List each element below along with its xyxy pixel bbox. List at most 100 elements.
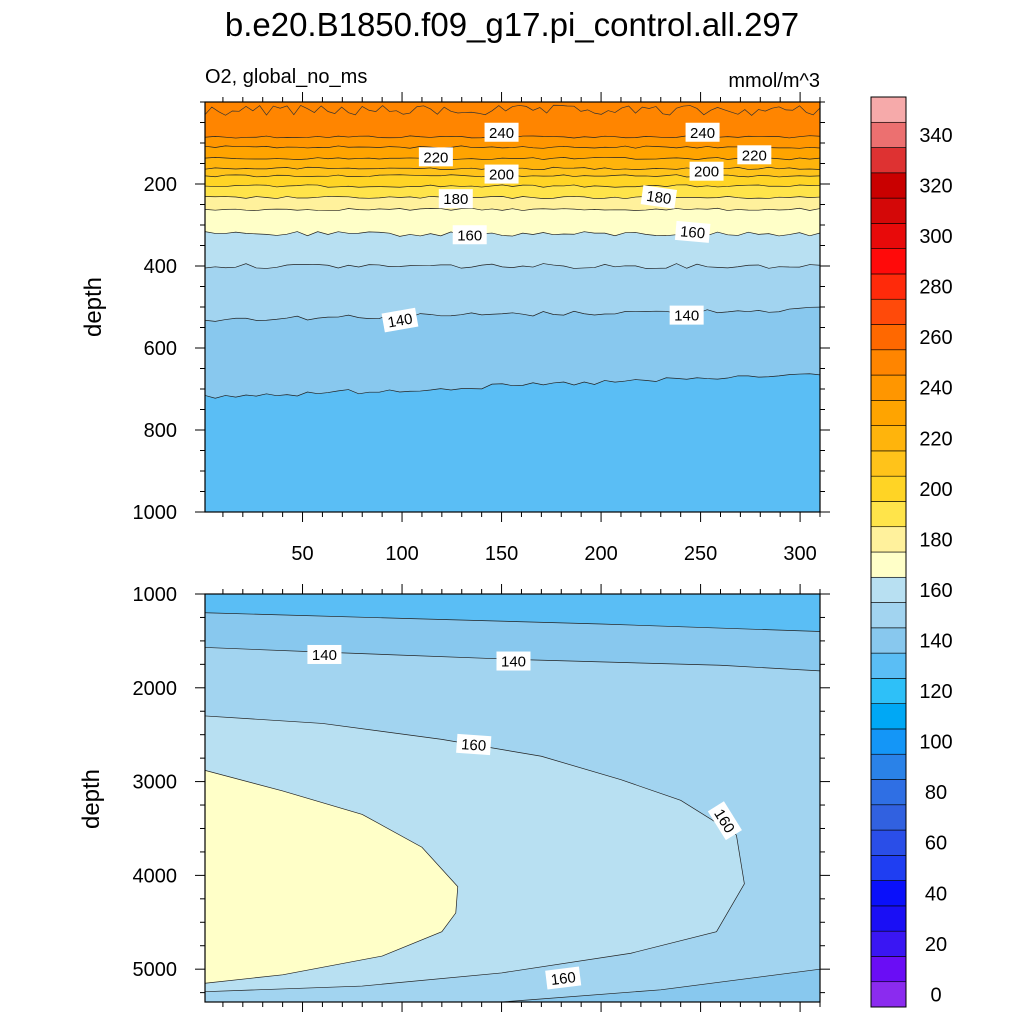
contour-label: 240: [685, 122, 720, 142]
colorbar-swatch: [870, 96, 907, 123]
colorbar-swatch: [870, 602, 907, 629]
colorbar-swatch: [870, 147, 907, 174]
colorbar-tick-label: 20: [925, 934, 947, 956]
x-tick-label: 150: [485, 543, 518, 565]
y-tick-label: 600: [144, 338, 177, 360]
y-tick-label: 2000: [133, 678, 178, 700]
upper-contour-fill: [205, 102, 820, 512]
colorbar-swatch: [870, 905, 907, 932]
colorbar-swatch: [870, 197, 907, 224]
colorbar-swatch: [870, 981, 907, 1008]
colorbar-swatch: [870, 425, 907, 452]
contour-label-text: 160: [550, 969, 577, 989]
colorbar-swatch: [870, 829, 907, 856]
contour-label-text: 160: [461, 736, 487, 755]
colorbar-tick-label: 220: [919, 428, 952, 450]
colorbar-tick-label: 320: [919, 175, 952, 197]
colorbar-swatch: [870, 779, 907, 806]
contour-label-text: 140: [312, 647, 337, 664]
colorbar-tick-label: 240: [919, 378, 952, 400]
lower-y-axis-label: depth: [78, 769, 105, 829]
contour-band: [205, 612, 820, 671]
colorbar-tick-label: 0: [930, 984, 941, 1006]
colorbar-swatch: [870, 475, 907, 502]
colorbar-swatch: [870, 855, 907, 881]
colorbar-swatch: [870, 551, 907, 578]
colorbar-swatch: [870, 753, 907, 780]
contour-label-box: [452, 225, 487, 245]
contour-line: [205, 769, 459, 984]
contour-label-text: 180: [645, 188, 672, 208]
contour-label-box: [484, 164, 519, 184]
y-tick-label: 1000: [133, 502, 178, 524]
upper-y-axis-label: depth: [80, 277, 107, 337]
contour-label-text: 140: [674, 308, 699, 325]
colorbar-swatch: [870, 930, 907, 957]
colorbar-tick-label: 300: [919, 226, 952, 248]
contour-label: 140: [669, 305, 704, 325]
colorbar-swatch: [870, 349, 907, 376]
contour-label-box: [707, 801, 742, 841]
colorbar-swatch: [870, 703, 907, 730]
colorbar-tick-label: 160: [919, 580, 952, 602]
x-tick-label: 50: [291, 543, 313, 565]
contour-band: [205, 373, 820, 512]
contour-label: 240: [484, 122, 519, 142]
variable-subtitle: O2, global_no_ms: [205, 66, 367, 88]
contour-label: 160: [674, 220, 711, 243]
colorbar-swatch: [870, 223, 907, 249]
contour-label-text: 200: [489, 167, 514, 184]
contour-label: 200: [689, 161, 724, 181]
contour-line: [205, 231, 820, 237]
units-subtitle: mmol/m^3: [728, 70, 820, 92]
contour-label: 180: [640, 185, 678, 209]
contour-label-box: [484, 122, 519, 142]
colorbar-tick-label: 100: [919, 732, 952, 754]
contour-line: [205, 157, 820, 161]
contour-label-box: [689, 161, 724, 181]
contour-label-box: [674, 220, 711, 243]
colorbar-tick-label: 260: [919, 327, 952, 349]
contour-label-box: [307, 644, 342, 664]
y-tick-label: 800: [144, 420, 177, 442]
contour-label-box: [381, 307, 419, 333]
colorbar-swatch: [870, 576, 907, 603]
y-tick-label: 200: [144, 174, 177, 196]
contour-line: [205, 306, 820, 322]
y-tick-label: 1000: [133, 584, 178, 606]
colorbar-swatch: [870, 956, 907, 983]
colorbar: 0 20 40 60 80 100 120 140 160 180 200 220 240 260 280 3…: [870, 96, 953, 1008]
y-tick-label: 400: [144, 256, 177, 278]
colorbar-swatch: [870, 172, 907, 199]
contour-label: 160: [452, 225, 487, 245]
colorbar-swatch: [870, 880, 907, 907]
colorbar-swatch: [870, 121, 907, 148]
contour-label-text: 160: [457, 227, 482, 244]
contour-label: 160: [456, 733, 492, 756]
contour-label-box: [669, 305, 704, 325]
colorbar-swatch: [870, 804, 907, 831]
contour-label: 200: [484, 164, 519, 184]
contour-line: [205, 715, 745, 993]
contour-label-text: 200: [694, 164, 719, 181]
upper-depth-panel: 50 100 150 200 250 300 200 400 600 800 1000 240 240 2…: [133, 92, 830, 565]
contour-label-text: 140: [386, 310, 414, 331]
colorbar-swatch: [870, 728, 907, 755]
colorbar-swatch: [870, 400, 907, 426]
x-tick-label: 250: [684, 543, 717, 565]
contour-label-text: 220: [742, 147, 767, 164]
contour-label-text: 160: [679, 223, 705, 242]
colorbar-tick-label: 140: [919, 630, 952, 652]
colorbar-swatch: [870, 652, 907, 679]
plot-frame: [204, 593, 821, 1003]
contour-label: 160: [545, 966, 582, 990]
contour-label: 140: [307, 644, 342, 664]
chart-title: b.e20.B1850.f09_g17.pi_control.all.297: [225, 6, 799, 43]
colorbar-tick-label: 340: [919, 125, 952, 147]
contour-line: [205, 373, 820, 399]
contour-line: [205, 195, 820, 200]
y-tick-label: 4000: [133, 865, 178, 887]
contour-label-box: [456, 733, 492, 756]
